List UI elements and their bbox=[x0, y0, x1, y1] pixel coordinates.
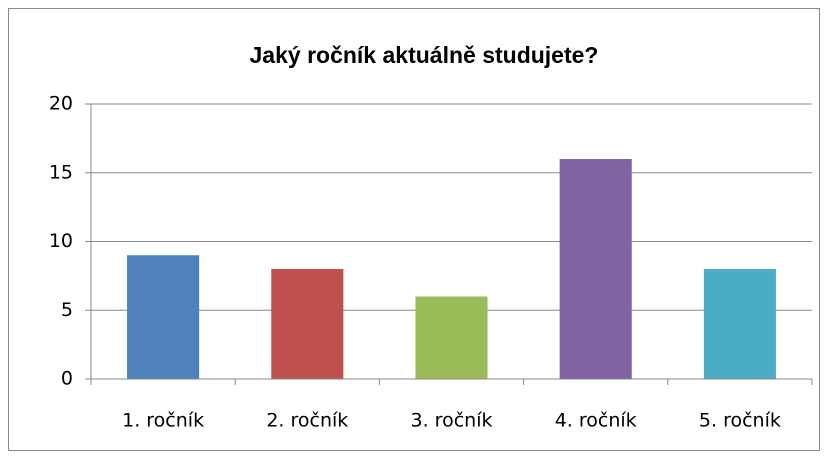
y-tick-label: 15 bbox=[49, 161, 73, 183]
x-tick-label: 4. ročník bbox=[555, 410, 637, 432]
bar bbox=[127, 255, 200, 379]
x-tick-label: 5. ročník bbox=[699, 410, 781, 432]
x-tick-label: 3. ročník bbox=[411, 410, 493, 432]
chart-border bbox=[8, 8, 820, 451]
chart-title: Jaký ročník aktuálně studujete? bbox=[250, 42, 599, 68]
y-tick-label: 10 bbox=[49, 230, 73, 252]
bar bbox=[703, 269, 776, 379]
x-tick-label: 2. ročník bbox=[266, 410, 348, 432]
x-tick-label: 1. ročník bbox=[122, 410, 204, 432]
bar bbox=[415, 296, 488, 379]
bar bbox=[271, 269, 344, 379]
bar bbox=[559, 159, 632, 379]
y-tick-label: 0 bbox=[61, 368, 73, 390]
y-tick-label: 20 bbox=[49, 93, 73, 115]
y-tick-label: 5 bbox=[61, 299, 73, 321]
